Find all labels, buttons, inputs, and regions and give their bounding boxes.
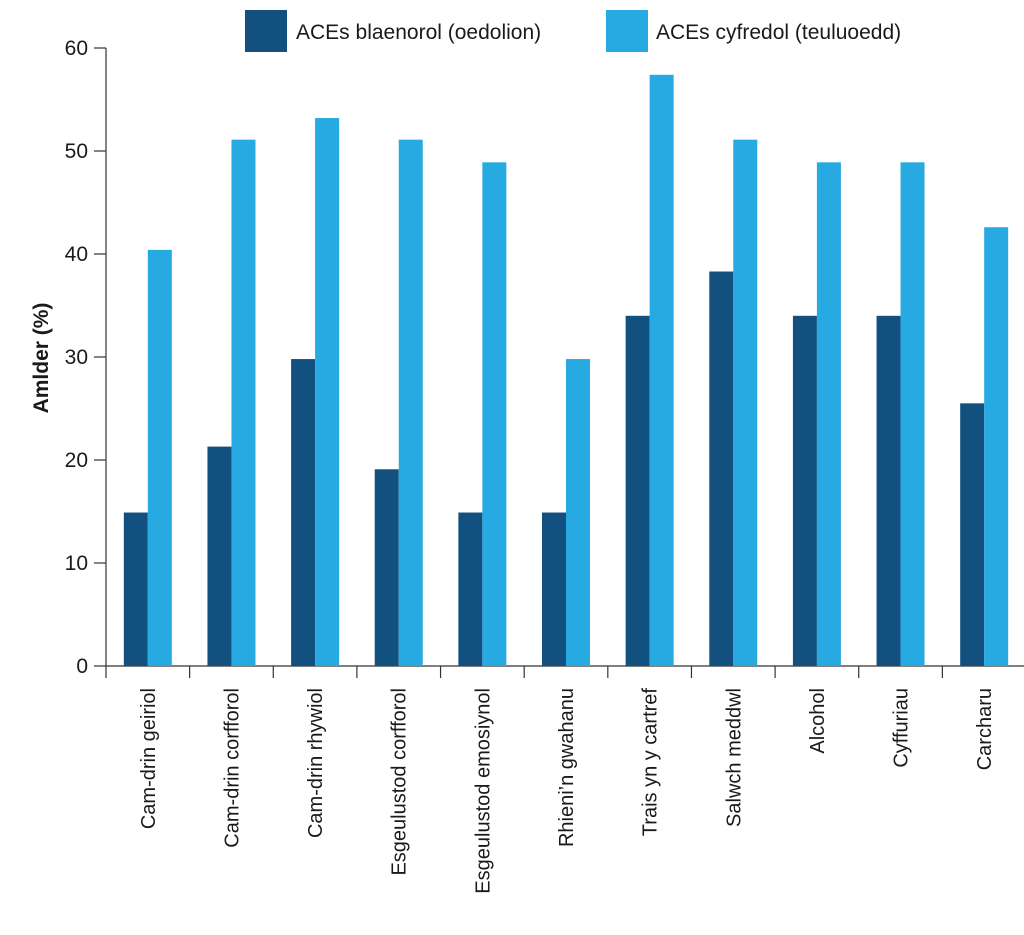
bar-cyfredol: [566, 359, 590, 666]
legend-label: ACEs blaenorol (oedolion): [296, 21, 541, 44]
x-tick-label: Cam-drin rhywiol: [305, 688, 327, 838]
bar-cyfredol: [398, 139, 423, 667]
y-tick-label: 50: [65, 140, 88, 163]
bar-cyfredol: [649, 74, 674, 666]
bar-blaenorol: [960, 403, 985, 666]
bar-cyfredol: [482, 162, 507, 666]
bar-blaenorol: [792, 315, 817, 666]
bar-blaenorol: [374, 469, 399, 666]
bar-blaenorol: [291, 359, 316, 666]
x-tick-label: Alcohol: [807, 688, 829, 754]
bar-blaenorol: [207, 446, 232, 666]
bar-blaenorol: [542, 512, 566, 666]
bar-blaenorol: [123, 512, 148, 666]
bar-blaenorol: [709, 271, 734, 666]
bar-cyfredol: [984, 227, 1009, 666]
x-tick-label: Cam-drin geiriol: [138, 688, 160, 829]
bar-cyfredol: [900, 162, 925, 666]
bar-blaenorol: [876, 315, 901, 666]
x-tick-label: Esgeulustod emosiynol: [472, 688, 494, 894]
x-tick-label: Trais yn y cartref: [640, 688, 662, 837]
legend-swatch: [606, 10, 648, 52]
x-tick-label: Rhieni’n gwahanu: [556, 688, 578, 847]
y-axis: 0 10 20 30 40 50 60: [65, 37, 107, 678]
y-tick-label: 60: [65, 37, 88, 60]
y-tick-label: 30: [65, 346, 88, 369]
bar-blaenorol: [458, 512, 483, 666]
x-tick-label: Cam-drin corfforol: [221, 688, 243, 848]
bar-blaenorol: [625, 315, 650, 666]
y-axis-label: Amlder (%): [30, 303, 53, 414]
y-tick-label: 40: [65, 243, 88, 266]
bars: [123, 74, 1009, 667]
x-tick-label: Cyffuriau: [891, 688, 913, 768]
x-axis: Cam-drin geiriol Cam-drin corfforol Cam-dr…: [105, 665, 1024, 894]
legend-label: ACEs cyfredol (teuluoedd): [656, 21, 901, 44]
legend: ACEs blaenorol (oedolion) ACEs cyfredol (…: [245, 10, 901, 52]
x-tick-label: Carcharu: [974, 688, 996, 770]
bar-cyfredol: [147, 249, 172, 666]
bar-cyfredol: [733, 139, 758, 667]
bar-cyfredol: [231, 139, 256, 667]
x-tick-label: Esgeulustod corfforol: [389, 688, 411, 876]
bar-cyfredol: [816, 162, 841, 666]
x-tick-label: Salwch meddwl: [723, 688, 745, 827]
y-tick-label: 0: [76, 655, 88, 678]
y-tick-label: 20: [65, 449, 88, 472]
legend-swatch: [245, 10, 287, 52]
y-tick-label: 10: [65, 552, 88, 575]
bar-cyfredol: [315, 118, 340, 667]
